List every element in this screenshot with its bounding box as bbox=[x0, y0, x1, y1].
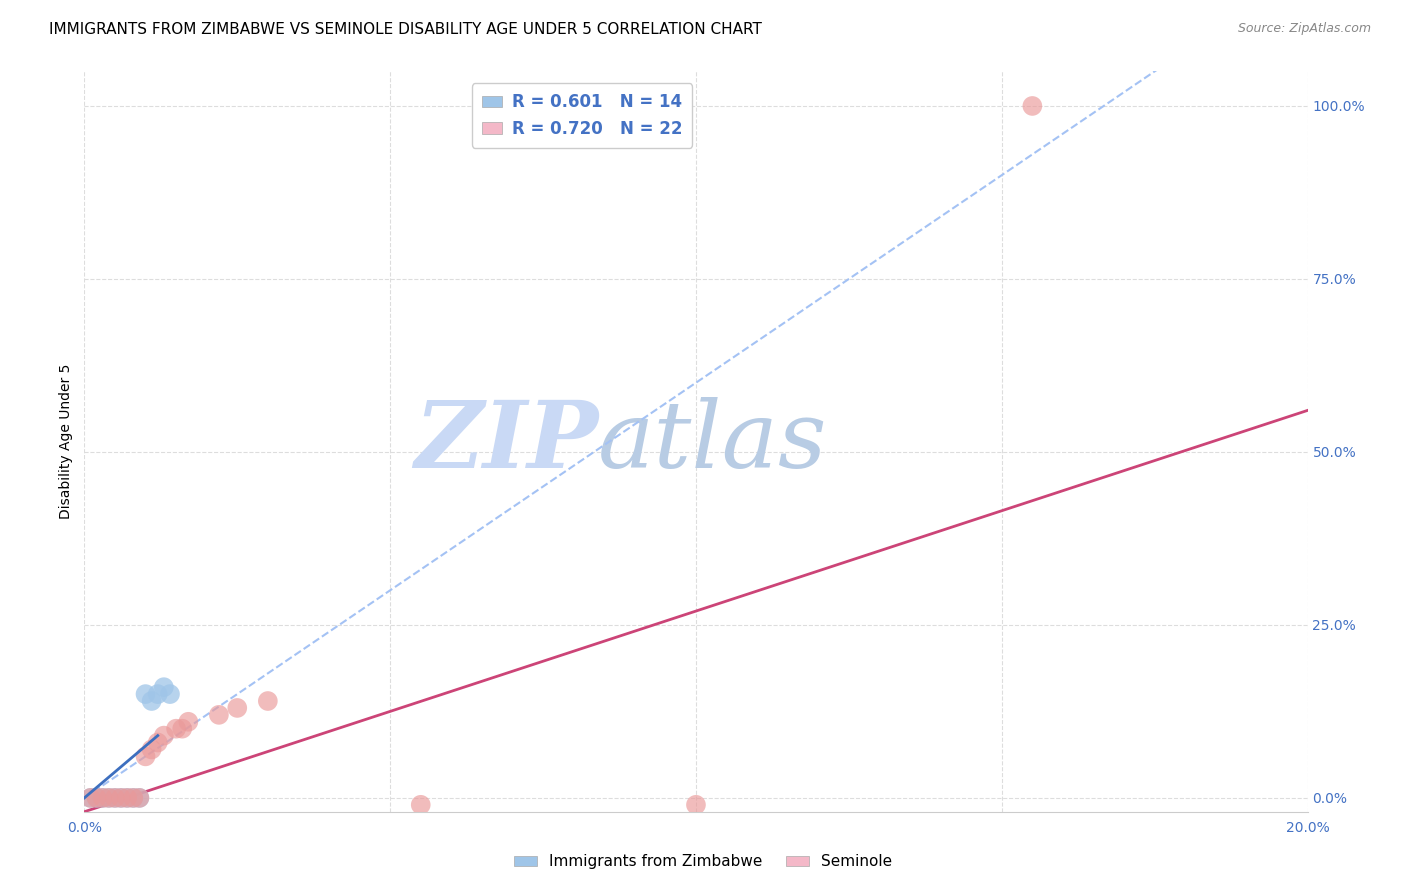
Point bbox=[226, 701, 249, 715]
Point bbox=[86, 790, 108, 805]
Point bbox=[128, 790, 150, 805]
Point bbox=[172, 722, 194, 736]
Point bbox=[97, 790, 120, 805]
Point bbox=[409, 797, 432, 812]
Point bbox=[91, 790, 114, 805]
Point bbox=[208, 707, 231, 722]
Point bbox=[79, 790, 101, 805]
Point bbox=[110, 790, 132, 805]
Point bbox=[128, 790, 150, 805]
Y-axis label: Disability Age Under 5: Disability Age Under 5 bbox=[59, 364, 73, 519]
Text: ZIP: ZIP bbox=[413, 397, 598, 486]
Point bbox=[115, 790, 138, 805]
Point bbox=[135, 749, 157, 764]
Text: atlas: atlas bbox=[598, 397, 828, 486]
Point bbox=[146, 735, 169, 749]
Point bbox=[104, 790, 127, 805]
Point bbox=[159, 687, 181, 701]
Point bbox=[165, 722, 187, 736]
Point bbox=[86, 790, 108, 805]
Point bbox=[97, 790, 120, 805]
Legend: Immigrants from Zimbabwe, Seminole: Immigrants from Zimbabwe, Seminole bbox=[508, 848, 898, 875]
Point bbox=[153, 729, 176, 743]
Point bbox=[104, 790, 127, 805]
Text: Source: ZipAtlas.com: Source: ZipAtlas.com bbox=[1237, 22, 1371, 36]
Point bbox=[141, 694, 163, 708]
Text: IMMIGRANTS FROM ZIMBABWE VS SEMINOLE DISABILITY AGE UNDER 5 CORRELATION CHART: IMMIGRANTS FROM ZIMBABWE VS SEMINOLE DIS… bbox=[49, 22, 762, 37]
Point bbox=[153, 680, 176, 694]
Point bbox=[79, 790, 101, 805]
Legend: R = 0.601   N = 14, R = 0.720   N = 22: R = 0.601 N = 14, R = 0.720 N = 22 bbox=[472, 83, 692, 148]
Point bbox=[1021, 99, 1043, 113]
Point bbox=[135, 687, 157, 701]
Point bbox=[91, 790, 114, 805]
Point bbox=[122, 790, 145, 805]
Point bbox=[122, 790, 145, 805]
Point bbox=[115, 790, 138, 805]
Point bbox=[141, 742, 163, 756]
Point bbox=[146, 687, 169, 701]
Point bbox=[257, 694, 280, 708]
Point bbox=[177, 714, 200, 729]
Point bbox=[110, 790, 132, 805]
Point bbox=[685, 797, 707, 812]
